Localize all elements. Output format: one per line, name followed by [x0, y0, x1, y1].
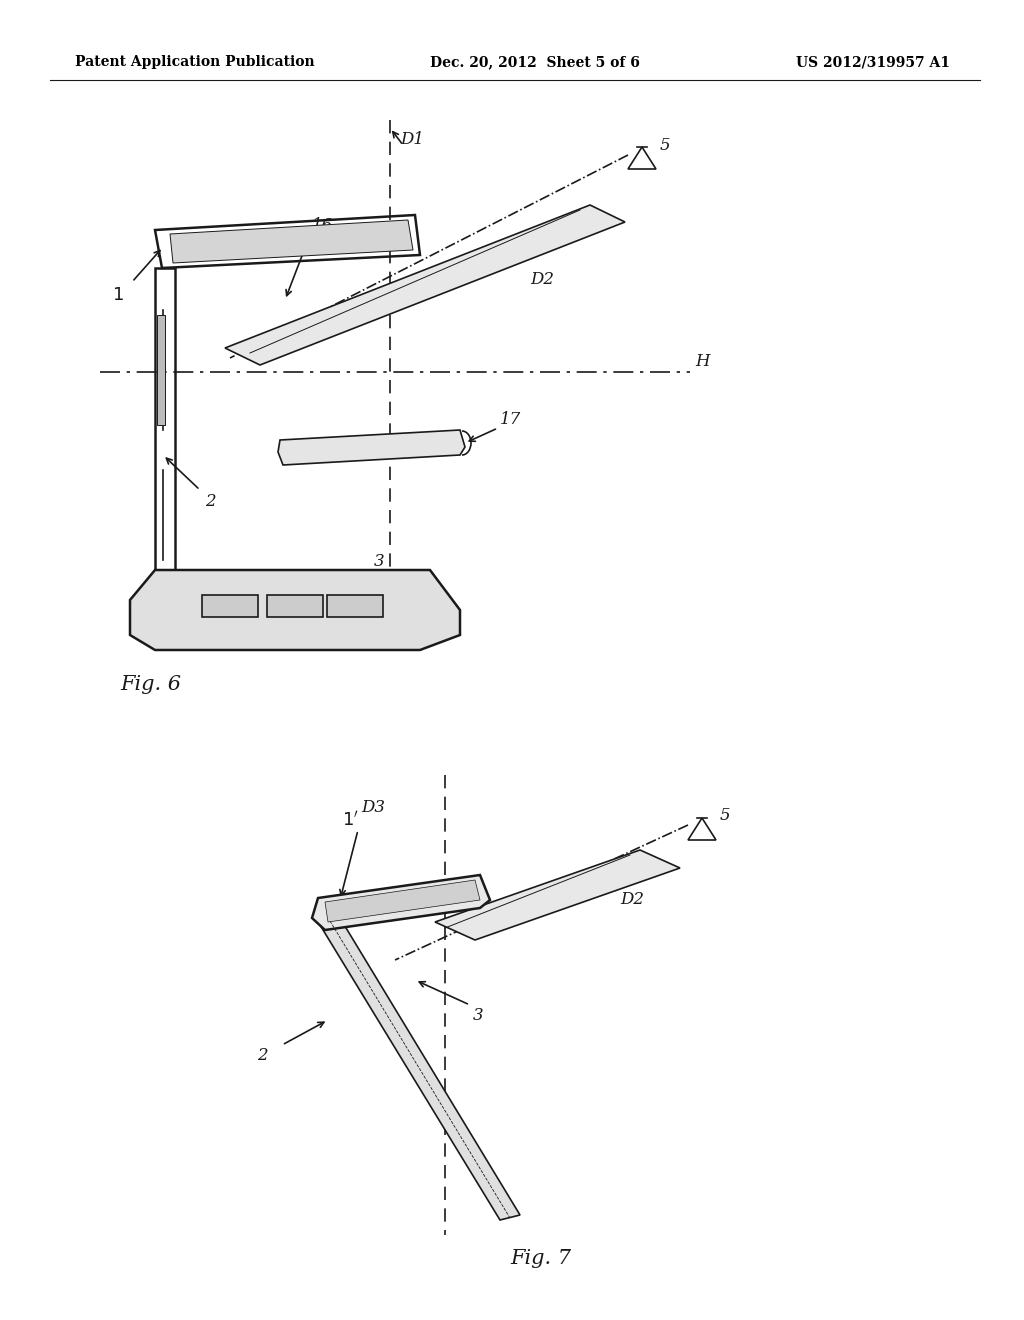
Text: H: H — [695, 354, 710, 371]
Polygon shape — [157, 315, 165, 425]
Text: 3: 3 — [473, 1006, 483, 1023]
Text: Dec. 20, 2012  Sheet 5 of 6: Dec. 20, 2012 Sheet 5 of 6 — [430, 55, 640, 69]
Text: 5: 5 — [660, 136, 671, 153]
Polygon shape — [319, 917, 520, 1220]
Text: 2: 2 — [205, 494, 216, 511]
Text: 16: 16 — [312, 216, 333, 234]
Bar — [267, 595, 323, 616]
Text: D2: D2 — [530, 272, 554, 289]
Text: Fig. 6: Fig. 6 — [120, 676, 181, 694]
Text: US 2012/319957 A1: US 2012/319957 A1 — [796, 55, 950, 69]
Text: 3: 3 — [374, 553, 385, 570]
Text: Fig. 7: Fig. 7 — [510, 1249, 571, 1267]
Text: D1: D1 — [400, 132, 424, 149]
Text: $1'$: $1'$ — [342, 810, 359, 829]
Text: 2: 2 — [257, 1047, 268, 1064]
Text: D3: D3 — [361, 800, 385, 817]
Bar — [202, 595, 258, 616]
Polygon shape — [225, 205, 625, 366]
Polygon shape — [130, 570, 460, 649]
Bar — [327, 595, 383, 616]
Polygon shape — [325, 880, 480, 921]
Polygon shape — [312, 875, 490, 931]
Polygon shape — [278, 430, 465, 465]
Text: 17: 17 — [500, 412, 521, 429]
Text: Patent Application Publication: Patent Application Publication — [75, 55, 314, 69]
Polygon shape — [435, 850, 680, 940]
Polygon shape — [170, 220, 413, 263]
Text: $1$: $1$ — [112, 286, 124, 304]
Text: D2: D2 — [620, 891, 644, 908]
Text: 5: 5 — [720, 807, 731, 824]
